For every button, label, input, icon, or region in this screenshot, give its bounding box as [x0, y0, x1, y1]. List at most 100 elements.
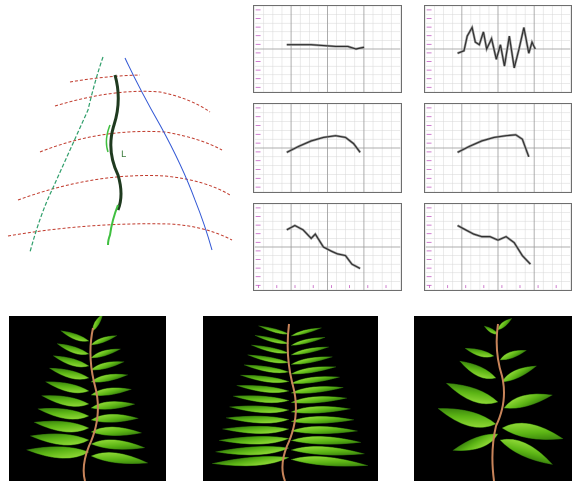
- graph-bottom-right: [424, 203, 572, 291]
- leaf: [290, 416, 355, 424]
- render-background: [9, 316, 166, 481]
- graph-grid: [425, 204, 571, 290]
- leaf: [290, 436, 362, 445]
- leaf: [90, 348, 122, 359]
- leaf: [90, 361, 125, 371]
- leaf: [229, 405, 290, 414]
- leaf: [452, 433, 499, 451]
- render-panel-1: [9, 316, 166, 481]
- leaf: [33, 420, 90, 433]
- profile-curve: [457, 25, 536, 69]
- stem: [281, 323, 297, 481]
- graph-grid: [254, 6, 401, 92]
- profile-curve-shadow: [286, 134, 362, 154]
- graph-middle-left: [253, 103, 402, 193]
- graph-grid: [425, 104, 571, 192]
- leaf: [41, 395, 90, 407]
- graph-grid: [254, 104, 401, 192]
- leaf: [290, 446, 365, 456]
- leaf: [90, 387, 133, 396]
- leaf: [236, 385, 290, 394]
- leaf: [212, 456, 290, 467]
- leaf: [222, 425, 290, 434]
- stem: [491, 323, 505, 481]
- leaf: [290, 456, 368, 467]
- render-background: [203, 316, 378, 481]
- leaf: [25, 446, 90, 459]
- leaf: [60, 330, 90, 342]
- profile-curve: [286, 44, 365, 50]
- leaf: [501, 365, 538, 383]
- leaf: [290, 396, 347, 404]
- graph-bottom-left: [253, 203, 402, 291]
- leaf: [247, 354, 290, 364]
- leaf: [225, 415, 290, 424]
- leaf: [290, 337, 326, 346]
- profile-curve: [457, 134, 530, 158]
- leaf: [437, 408, 497, 428]
- profile-curve: [457, 224, 531, 265]
- leaf: [90, 439, 146, 450]
- leaf: [290, 366, 336, 375]
- leaf: [499, 438, 554, 465]
- leaf: [92, 316, 104, 332]
- leaves: [437, 318, 564, 465]
- leaf: [233, 395, 290, 404]
- render-panel-3: [414, 316, 572, 481]
- leaf: [90, 452, 149, 464]
- stem-curve-dark: [109, 74, 123, 211]
- leaf: [290, 346, 329, 356]
- leaf: [290, 426, 358, 435]
- leaf: [90, 426, 143, 436]
- leaf: [499, 350, 527, 361]
- leaf: [254, 335, 290, 345]
- leaf: [290, 356, 333, 365]
- leaf: [290, 376, 340, 384]
- right-outline-curve: [124, 57, 213, 251]
- leaf: [52, 355, 90, 368]
- graph-top-left: [253, 5, 402, 93]
- graph-top-right: [424, 5, 572, 93]
- leaf-sketch-panel: L: [7, 56, 233, 253]
- leaf: [90, 401, 136, 410]
- profile-curve: [286, 224, 361, 270]
- leaf: [29, 433, 90, 446]
- leaf: [290, 327, 322, 337]
- graph-axis-ticks: [426, 207, 557, 289]
- leaf: [56, 343, 90, 355]
- graph-axis-ticks: [426, 107, 432, 188]
- leaf: [258, 325, 290, 335]
- leaf: [445, 382, 499, 405]
- leaf-guide-2: [54, 90, 211, 113]
- leaf: [503, 393, 553, 409]
- graph-axis-ticks: [255, 107, 261, 188]
- leaf: [464, 348, 495, 358]
- profile-curve: [286, 135, 361, 153]
- graph-axis-ticks: [255, 207, 387, 289]
- stem-curve-highlight: [105, 124, 111, 153]
- leaf-guide-3: [39, 130, 223, 153]
- leaf: [37, 408, 90, 420]
- leaf: [290, 406, 351, 414]
- leaf: [44, 381, 90, 394]
- graph-middle-right: [424, 103, 572, 193]
- leaf: [240, 374, 290, 384]
- leaves: [212, 325, 368, 467]
- leaf: [501, 422, 564, 440]
- leaf: [215, 446, 290, 456]
- leaf: [90, 335, 118, 346]
- render-panel-2: [203, 316, 378, 481]
- leaf-guide-1: [69, 74, 141, 83]
- leaf: [251, 344, 290, 354]
- left-outline-curve: [29, 56, 104, 253]
- graph-grid: [254, 204, 401, 290]
- leaf: [459, 360, 497, 380]
- leaf: [290, 386, 344, 394]
- leaf-guide-4: [17, 175, 231, 201]
- leaf: [90, 413, 140, 423]
- leaf-guide-curves: [7, 74, 233, 241]
- leaf: [483, 325, 499, 335]
- leaf: [90, 373, 129, 383]
- leaf: [497, 318, 513, 331]
- stem-curve-light: [107, 204, 119, 246]
